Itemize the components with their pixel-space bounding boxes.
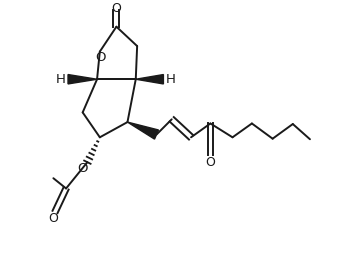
Text: H: H <box>166 73 176 86</box>
Polygon shape <box>68 74 97 84</box>
Text: O: O <box>206 156 215 169</box>
Polygon shape <box>127 122 158 139</box>
Polygon shape <box>136 74 163 84</box>
Text: O: O <box>48 211 58 225</box>
Text: O: O <box>95 50 106 64</box>
Text: O: O <box>77 162 88 175</box>
Text: O: O <box>112 2 121 15</box>
Text: H: H <box>56 73 66 86</box>
